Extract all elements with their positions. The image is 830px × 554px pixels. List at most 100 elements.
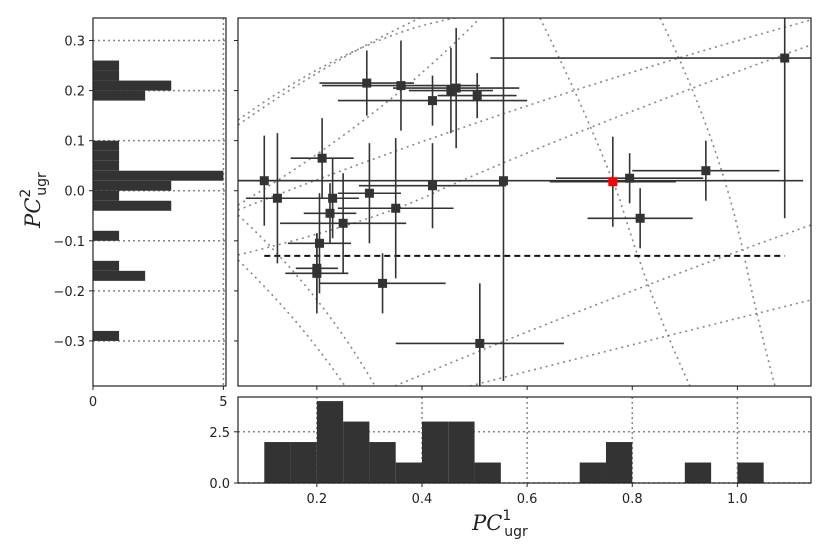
x-tick-labels: 0.2 0.4 0.6 0.8 1.0 <box>307 492 748 507</box>
bottom-hist-bar <box>421 421 449 483</box>
point-marker <box>635 213 645 223</box>
bottom-hist-bars <box>264 401 764 483</box>
left-hist-bars <box>93 60 224 341</box>
point-marker <box>312 263 322 273</box>
main-scatter-panel <box>234 17 812 390</box>
projection-gridline <box>539 18 691 386</box>
point-marker <box>428 181 438 191</box>
data-point <box>337 143 401 244</box>
data-point <box>337 75 528 126</box>
data-point <box>306 158 359 239</box>
x-tick-label: 0.2 <box>307 492 328 507</box>
point-marker <box>314 238 324 248</box>
main-frame <box>237 17 812 387</box>
projection-gridline <box>238 18 560 121</box>
left-hist-ticks <box>89 40 224 390</box>
point-marker <box>780 53 790 63</box>
data-point <box>437 73 517 119</box>
projection-gridline <box>238 18 481 206</box>
projection-gridline <box>469 299 811 386</box>
projection-gridline <box>238 259 346 386</box>
bottom-hist-bar <box>369 442 396 483</box>
y-tick-labels: 0.3 0.2 0.1 0.0 −0.1 −0.2 −0.3 <box>53 35 85 350</box>
left-hist-frame <box>92 17 227 387</box>
left-hist-bar <box>93 200 172 211</box>
projection-gridline <box>394 224 811 386</box>
point-marker <box>317 153 327 163</box>
data-point <box>280 173 407 274</box>
projection-gridline <box>238 214 376 386</box>
bottom-hist-bar <box>395 462 422 483</box>
point-marker <box>451 83 461 93</box>
point-marker <box>475 338 485 348</box>
bottom-hist-bar <box>737 462 764 483</box>
data-point <box>632 140 780 201</box>
left-hist-bar <box>93 180 172 191</box>
point-marker <box>338 218 348 228</box>
x-tick-label: 1.0 <box>727 492 748 507</box>
point-marker <box>625 173 635 183</box>
main-ticks <box>234 40 738 390</box>
bottom-hist-bar <box>605 442 633 483</box>
data-point <box>408 48 493 134</box>
bottom-hist-frame <box>237 396 812 484</box>
y-tick-label: 0.3 <box>64 35 85 50</box>
bottom-hist-bar <box>316 401 344 483</box>
point-marker <box>364 188 374 198</box>
highlight-point <box>549 136 676 227</box>
left-hist-bar <box>93 70 120 81</box>
y-tick-label: 0.0 <box>64 185 85 200</box>
bottom-hist-bar <box>264 442 291 483</box>
point-marker <box>701 166 711 176</box>
y-tick-label: −0.1 <box>53 235 85 250</box>
data-point <box>587 188 693 249</box>
left-hist-bar <box>93 80 172 91</box>
bottom-hist-bar <box>343 421 370 483</box>
point-marker <box>272 193 282 203</box>
point-marker <box>608 177 618 187</box>
left-hist-bar <box>93 160 120 171</box>
point-marker <box>325 208 335 218</box>
data-point <box>238 18 804 381</box>
bottom-hist-y-tick-label: 2.5 <box>209 426 230 441</box>
point-marker <box>396 81 406 91</box>
left-hist-bar <box>93 260 120 271</box>
data-point <box>337 138 454 279</box>
point-marker <box>498 176 508 186</box>
bottom-hist-ticks <box>234 431 738 487</box>
data-point <box>319 253 446 314</box>
y-axis-label: PC2ugr <box>18 172 50 229</box>
left-hist-bar <box>93 90 146 101</box>
data-point <box>395 283 564 386</box>
bottom-hist-bar <box>474 462 501 483</box>
point-marker <box>378 278 388 288</box>
left-hist-bar <box>93 270 146 281</box>
projection-gridline <box>238 19 811 211</box>
x-tick-label: 0.6 <box>517 492 538 507</box>
y-tick-label: 0.2 <box>64 85 85 100</box>
projection-gridlines <box>238 18 811 386</box>
left-hist-bar <box>93 150 120 161</box>
point-marker <box>446 86 456 96</box>
left-hist-bar <box>93 330 120 341</box>
x-tick-label: 0.4 <box>412 492 433 507</box>
point-marker <box>428 96 438 106</box>
point-marker <box>472 91 482 101</box>
left-hist-bar <box>93 190 120 201</box>
data-point <box>290 118 354 199</box>
y-tick-label: 0.1 <box>64 135 85 150</box>
point-marker <box>328 193 338 203</box>
left-hist-bar <box>93 230 120 241</box>
projection-gridline <box>238 44 811 256</box>
left-hist-bar <box>93 140 120 151</box>
y-tick-label: −0.2 <box>53 285 85 300</box>
bottom-hist-bar <box>290 442 317 483</box>
bottom-hist-bar <box>448 421 475 483</box>
x-axis-label: PC1 ugr <box>471 508 528 540</box>
data-point <box>556 153 704 204</box>
bottom-hist-y-tick-labels: 0.0 2.5 <box>209 426 230 492</box>
data-points <box>238 18 811 386</box>
